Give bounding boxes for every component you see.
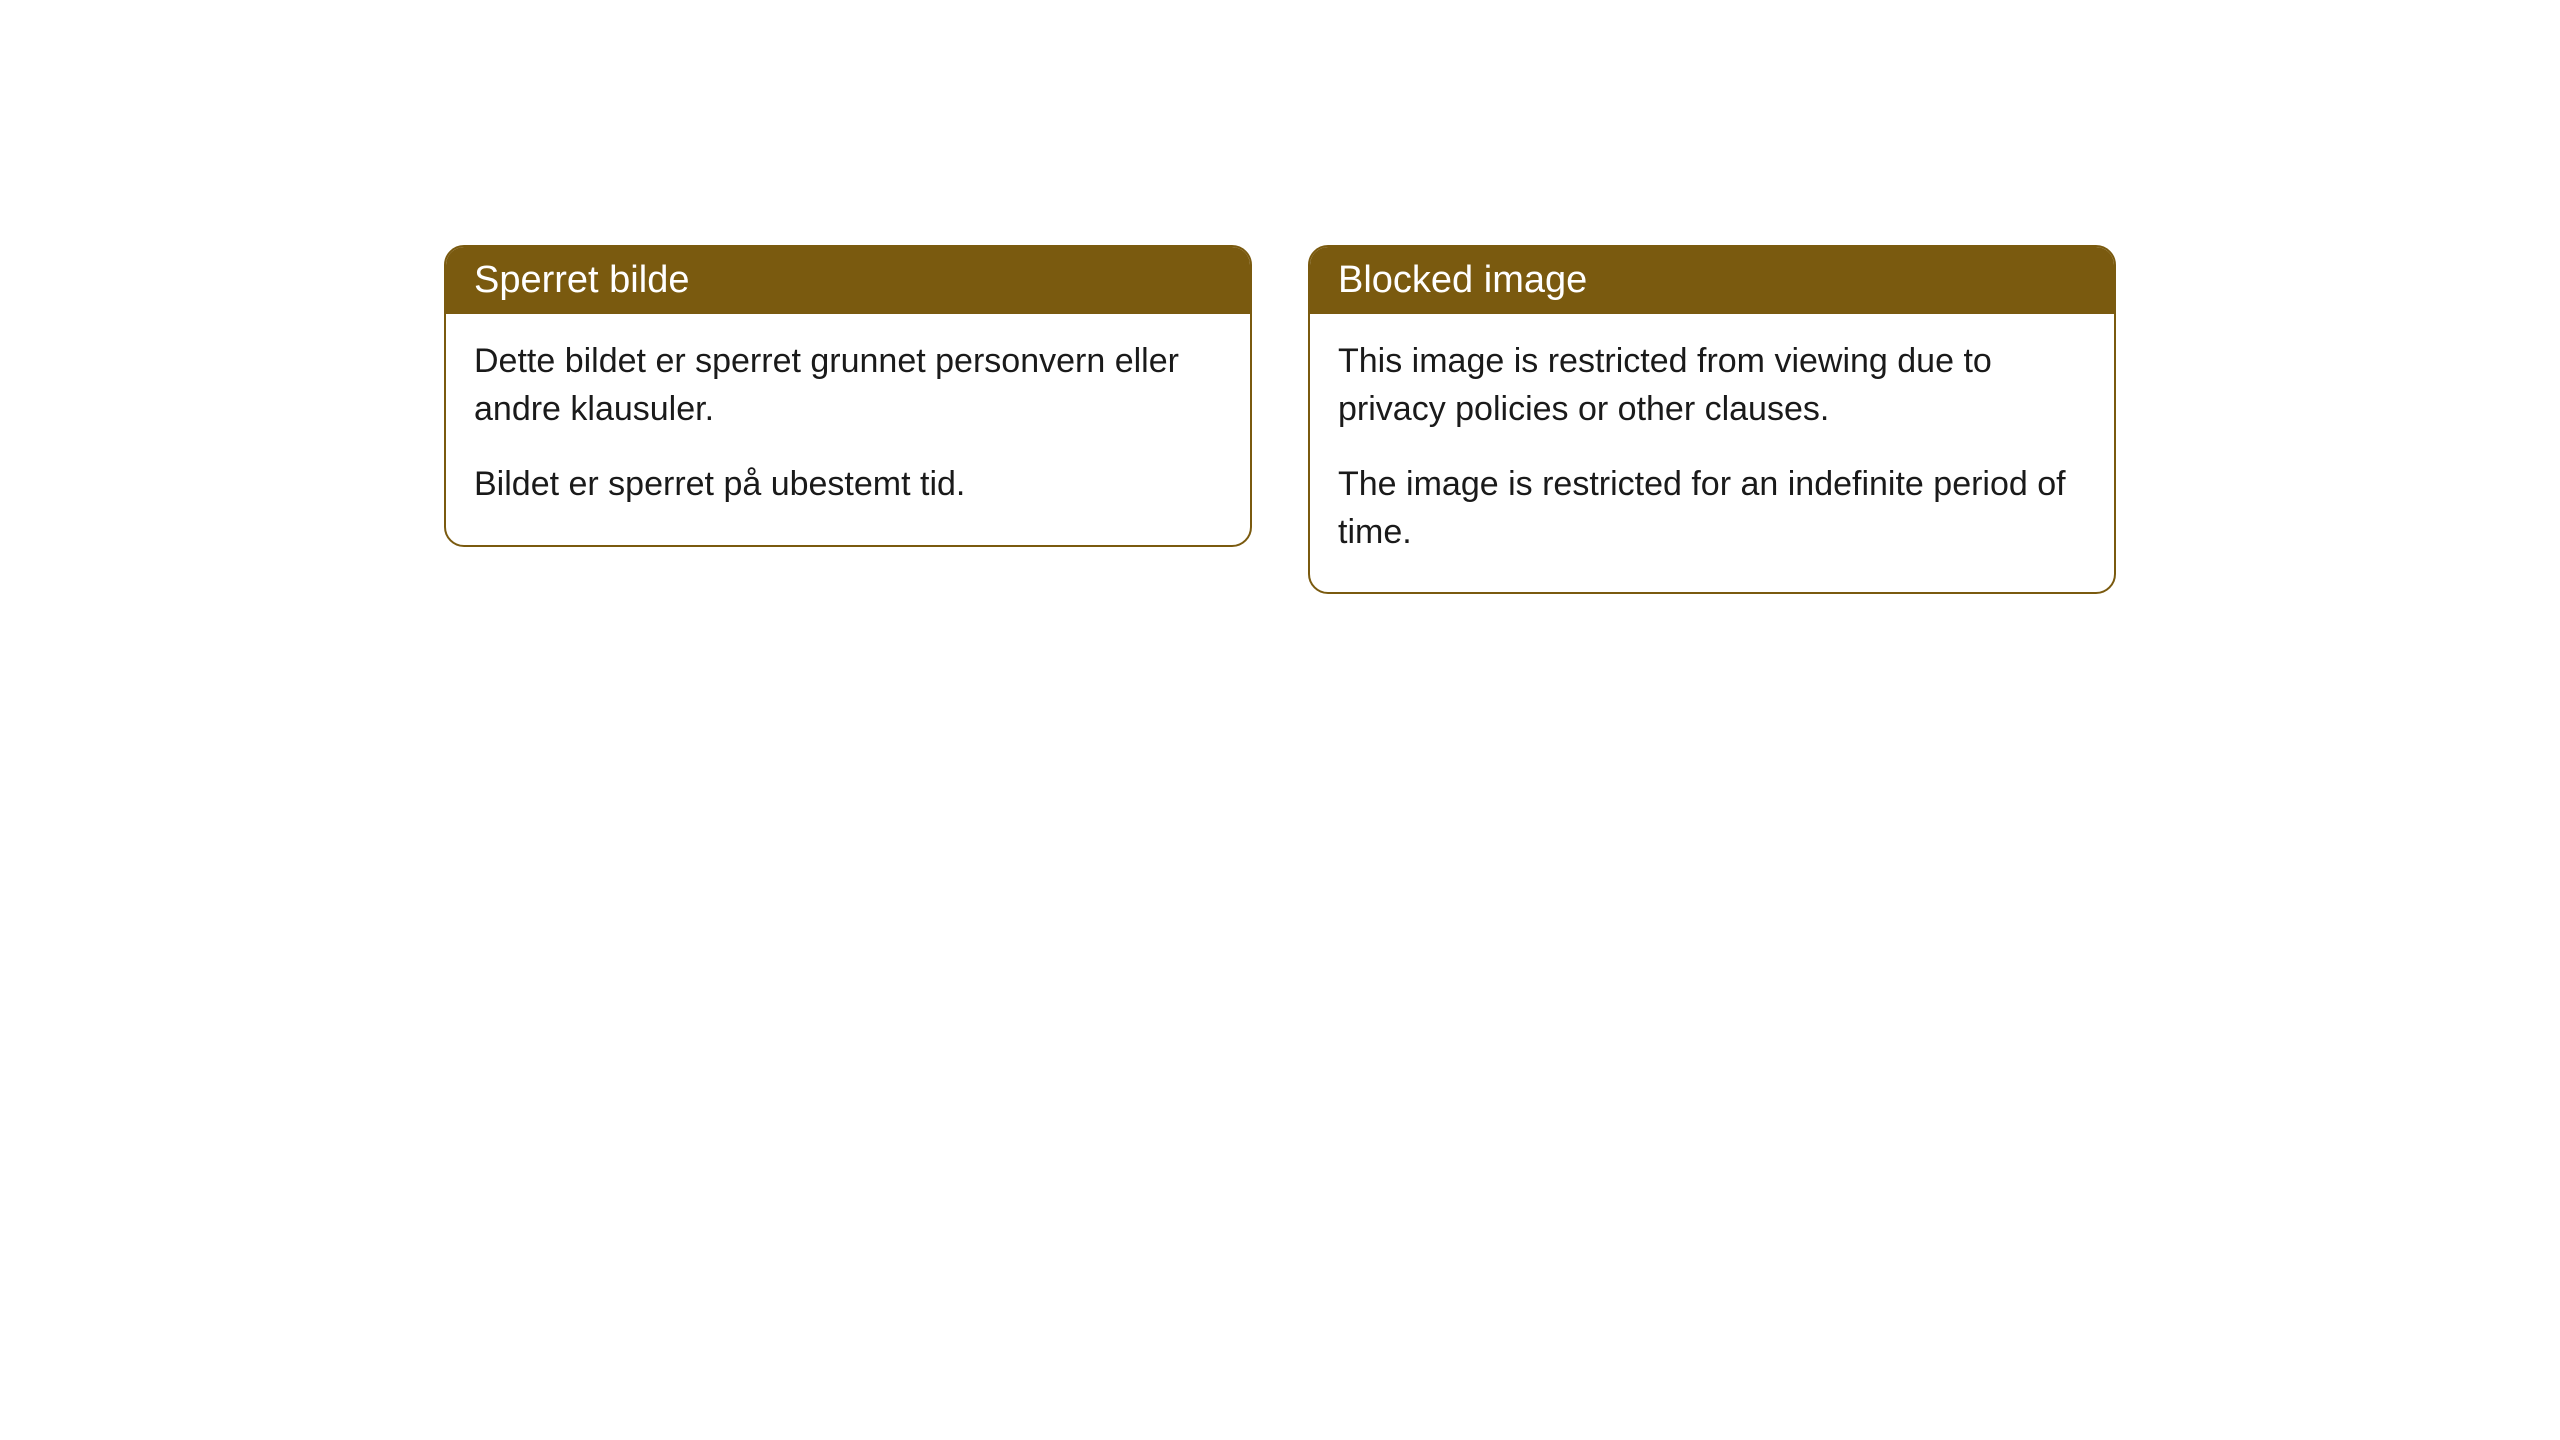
card-title: Sperret bilde — [474, 259, 689, 301]
card-english: Blocked image This image is restricted f… — [1308, 245, 2116, 594]
cards-container: Sperret bilde Dette bildet er sperret gr… — [444, 245, 2116, 1440]
card-header-english: Blocked image — [1310, 247, 2114, 314]
card-paragraph: Bildet er sperret på ubestemt tid. — [474, 461, 1222, 509]
card-header-norwegian: Sperret bilde — [446, 247, 1250, 314]
card-norwegian: Sperret bilde Dette bildet er sperret gr… — [444, 245, 1252, 547]
card-paragraph: The image is restricted for an indefinit… — [1338, 461, 2086, 556]
card-title: Blocked image — [1338, 259, 1587, 301]
card-body-english: This image is restricted from viewing du… — [1310, 314, 2114, 592]
card-body-norwegian: Dette bildet er sperret grunnet personve… — [446, 314, 1250, 545]
card-paragraph: This image is restricted from viewing du… — [1338, 338, 2086, 433]
card-paragraph: Dette bildet er sperret grunnet personve… — [474, 338, 1222, 433]
